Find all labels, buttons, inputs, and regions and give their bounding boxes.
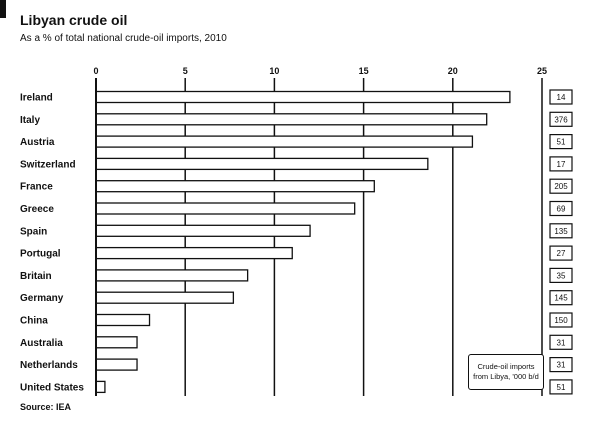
side-value-box: [549, 290, 573, 306]
side-value-label: 27: [557, 249, 566, 258]
bar: [95, 202, 356, 215]
category-label: China: [20, 316, 48, 327]
bar: [95, 291, 235, 304]
side-value-box: [549, 312, 573, 328]
side-value-label: 205: [554, 182, 568, 191]
side-value-box: [549, 357, 573, 373]
category-label: Italy: [20, 115, 40, 126]
tick-label: 25: [537, 66, 547, 76]
side-value-box: [549, 223, 573, 239]
side-value-box: [549, 379, 573, 395]
bar: [95, 269, 249, 282]
category-label: France: [20, 182, 53, 193]
category-label: Greece: [20, 204, 54, 215]
side-value-label: 17: [557, 160, 566, 169]
side-value-label: 150: [554, 316, 568, 325]
side-value-label: 35: [557, 271, 566, 280]
side-value-label: 51: [557, 138, 566, 147]
tick-label: 10: [269, 66, 279, 76]
side-value-label: 69: [557, 205, 566, 214]
chart-subtitle: As a % of total national crude-oil impor…: [20, 33, 227, 44]
bar: [95, 380, 106, 394]
bar: [95, 246, 293, 260]
category-label: Britain: [20, 271, 52, 282]
side-value-label: 145: [554, 294, 568, 303]
category-label: Spain: [20, 226, 47, 237]
bar: [95, 113, 488, 126]
bar: [95, 157, 429, 171]
side-value-box: [549, 89, 573, 105]
side-value-box: [549, 200, 573, 217]
chart-title: Libyan crude oil: [20, 12, 128, 28]
side-value-label: 14: [557, 93, 566, 102]
bar: [95, 180, 375, 193]
tick-label: 15: [359, 66, 369, 76]
category-label: United States: [20, 382, 84, 393]
category-label: Switzerland: [20, 159, 76, 170]
side-value-box: [549, 134, 573, 150]
side-value-box: [549, 156, 573, 172]
side-value-label: 51: [557, 383, 566, 392]
chart-source: Source: IEA: [20, 402, 72, 412]
bar: [95, 90, 511, 104]
tick-label: 20: [448, 66, 458, 76]
category-label: Netherlands: [20, 360, 78, 371]
category-label: Austria: [20, 137, 55, 148]
side-value-box: [549, 245, 573, 261]
section-marker: [0, 0, 6, 18]
bar: [95, 313, 151, 327]
side-value-box: [549, 334, 573, 350]
side-value-box: [549, 111, 573, 127]
tick-label: 5: [183, 66, 188, 76]
category-label: Germany: [20, 293, 64, 304]
tick-label: 0: [93, 66, 98, 76]
side-value-label: 376: [554, 115, 568, 124]
bar: [95, 336, 138, 349]
bar: [95, 224, 311, 237]
bar: [95, 358, 138, 371]
side-value-label: 31: [557, 361, 566, 370]
category-label: Portugal: [20, 249, 61, 260]
side-value-label: 31: [557, 338, 566, 347]
chart-annotation: Crude-oil imports from Libya, '000 b/d: [468, 354, 544, 390]
category-label: Ireland: [20, 93, 53, 104]
side-value-label: 135: [554, 227, 568, 236]
category-label: Australia: [20, 338, 63, 349]
bar: [95, 135, 474, 148]
side-value-box: [549, 267, 573, 283]
side-value-box: [549, 178, 573, 194]
